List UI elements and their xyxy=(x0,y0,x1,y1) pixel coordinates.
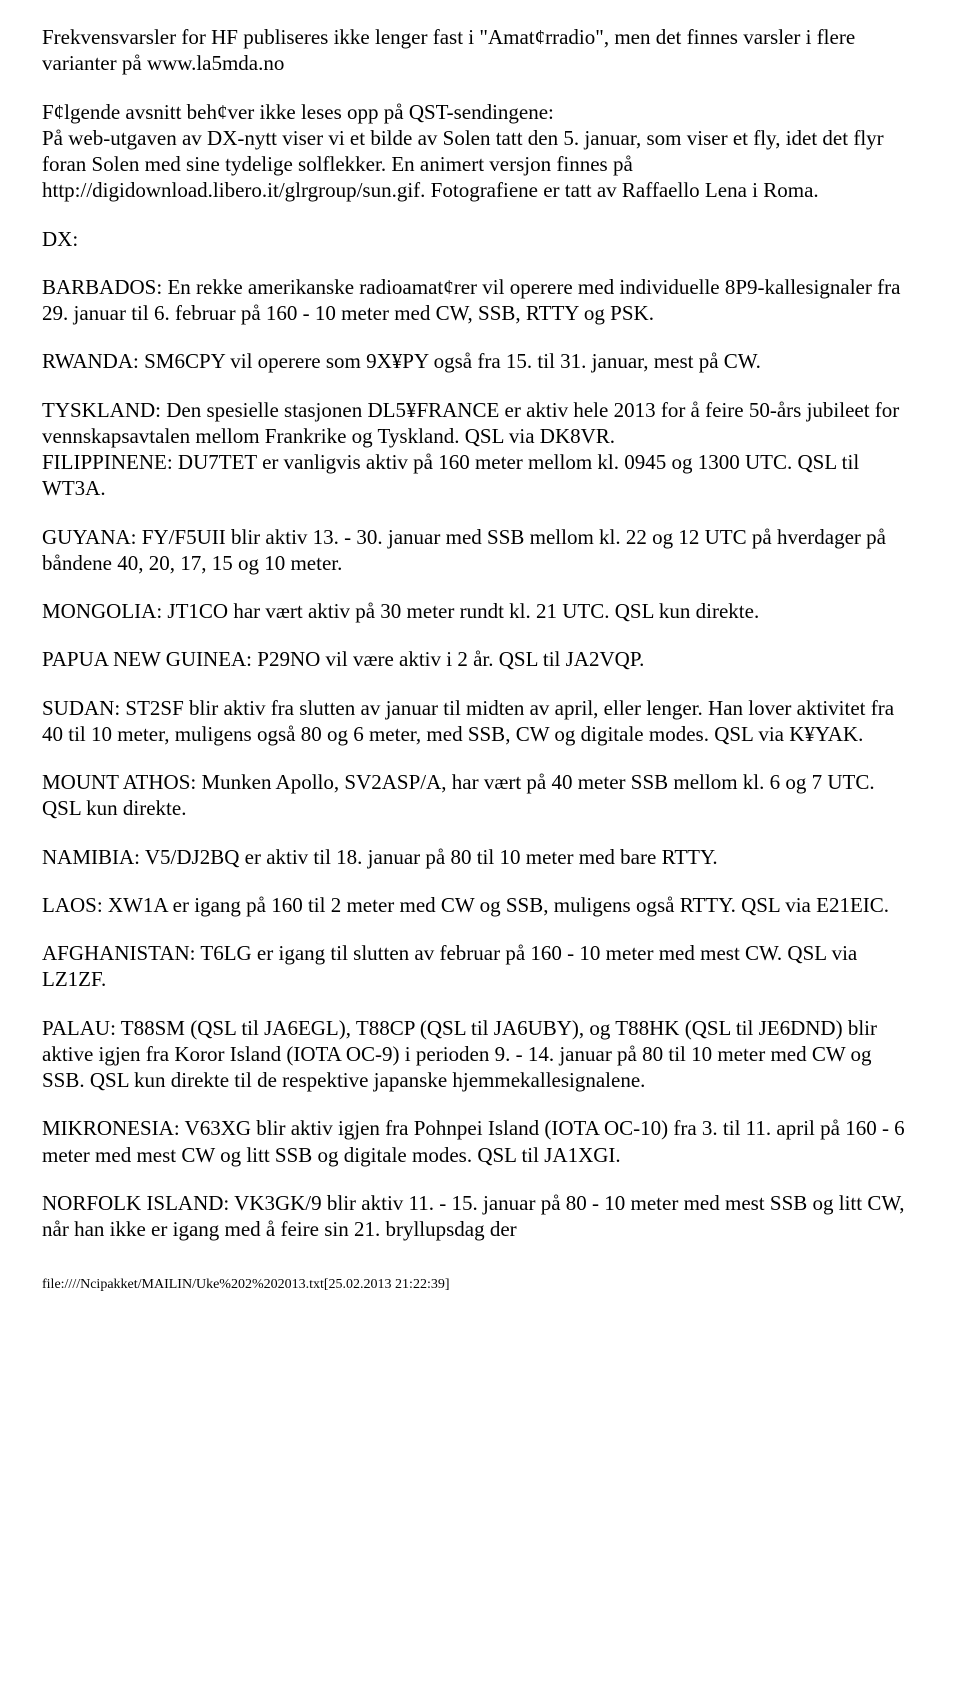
paragraph: PAPUA NEW GUINEA: P29NO vil være aktiv i… xyxy=(42,646,918,672)
paragraph: PALAU: T88SM (QSL til JA6EGL), T88CP (QS… xyxy=(42,1015,918,1094)
paragraph: RWANDA: SM6CPY vil operere som 9X¥PY ogs… xyxy=(42,348,918,374)
paragraph: MIKRONESIA: V63XG blir aktiv igjen fra P… xyxy=(42,1115,918,1168)
paragraph: AFGHANISTAN: T6LG er igang til slutten a… xyxy=(42,940,918,993)
paragraph: LAOS: XW1A er igang på 160 til 2 meter m… xyxy=(42,892,918,918)
document-body: Frekvensvarsler for HF publiseres ikke l… xyxy=(0,0,960,1242)
paragraph: NORFOLK ISLAND: VK3GK/9 blir aktiv 11. -… xyxy=(42,1190,918,1243)
paragraph: F¢lgende avsnitt beh¢ver ikke leses opp … xyxy=(42,99,918,204)
paragraph: Frekvensvarsler for HF publiseres ikke l… xyxy=(42,24,918,77)
paragraph: DX: xyxy=(42,226,918,252)
footer-file-path: file:////Ncipakket/MAILIN/Uke%202%202013… xyxy=(0,1264,960,1302)
paragraph: NAMIBIA: V5/DJ2BQ er aktiv til 18. janua… xyxy=(42,844,918,870)
paragraph: BARBADOS: En rekke amerikanske radioamat… xyxy=(42,274,918,327)
paragraph: SUDAN: ST2SF blir aktiv fra slutten av j… xyxy=(42,695,918,748)
paragraph: TYSKLAND: Den spesielle stasjonen DL5¥FR… xyxy=(42,397,918,502)
paragraph: MOUNT ATHOS: Munken Apollo, SV2ASP/A, ha… xyxy=(42,769,918,822)
paragraph: GUYANA: FY/F5UII blir aktiv 13. - 30. ja… xyxy=(42,524,918,577)
paragraph: MONGOLIA: JT1CO har vært aktiv på 30 met… xyxy=(42,598,918,624)
